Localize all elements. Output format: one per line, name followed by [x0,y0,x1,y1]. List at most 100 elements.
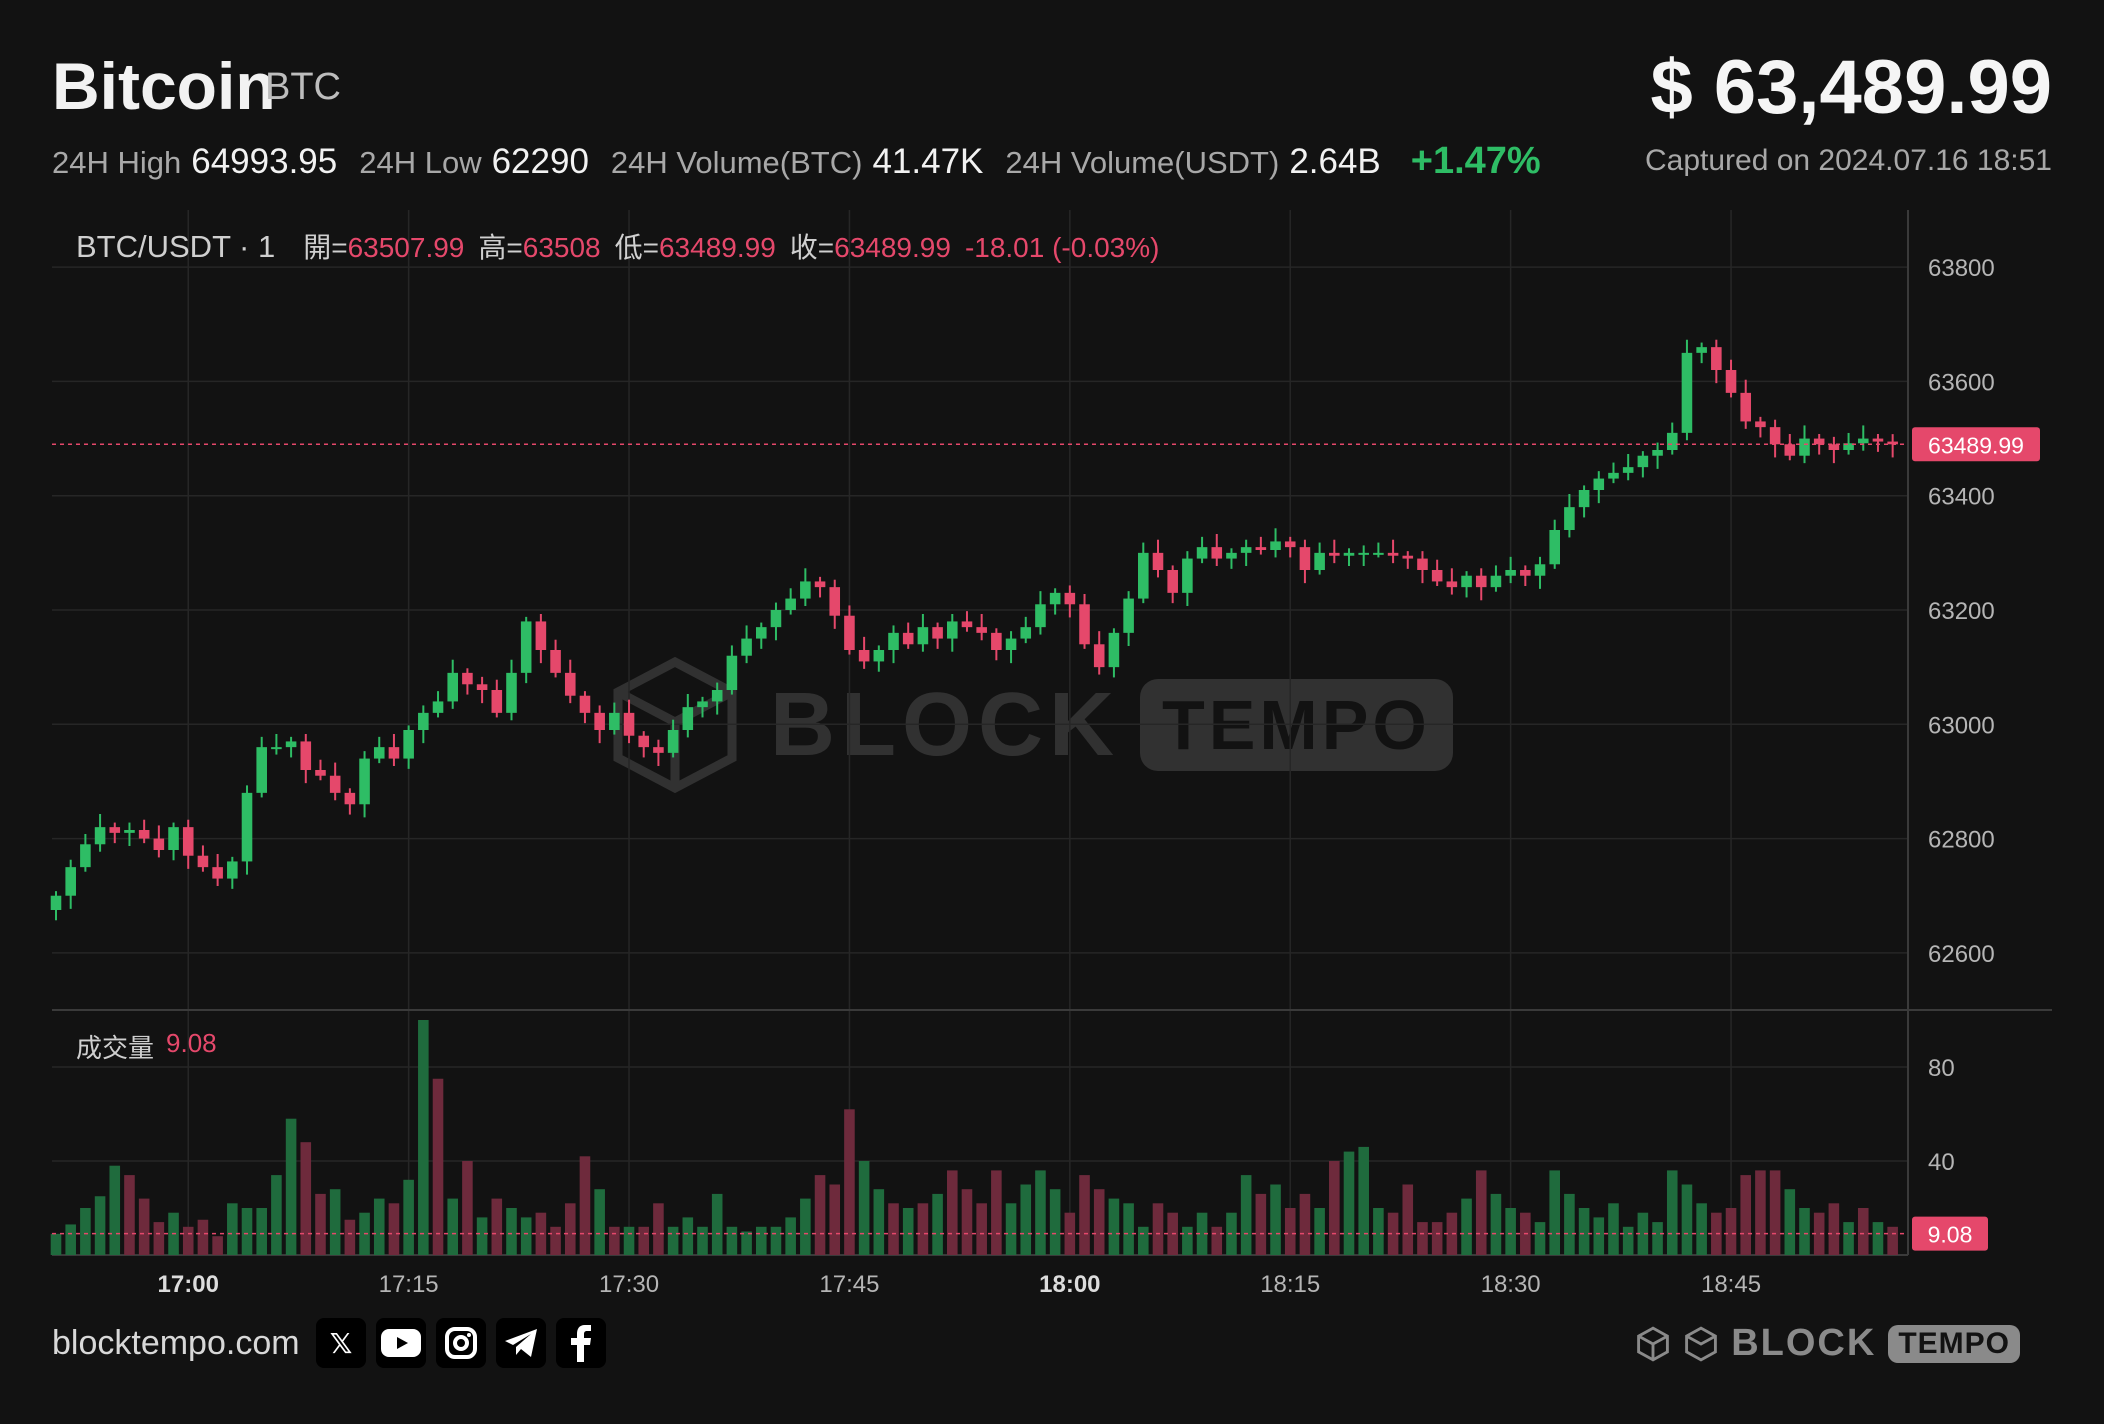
volume-bar [1093,1189,1105,1255]
ohlc-legend: BTC/USDT · 1 開= 63507.99 高= 63508 低= 634… [76,226,1173,266]
stat-high-label: 24H High [52,145,182,180]
brand-block: BLOCK [1731,1322,1877,1364]
volume-bar [388,1203,400,1255]
candle-body [1769,427,1781,445]
x-tick-label: 18:15 [1260,1271,1320,1298]
x-icon[interactable]: 𝕏 [316,1318,366,1368]
candle-body [858,650,870,662]
volume-bar [1284,1208,1296,1255]
volume-bar [1005,1203,1017,1255]
candle-body [1799,438,1810,456]
candle-body [1652,450,1663,456]
candle-body [1255,547,1267,550]
candle-body [1196,547,1208,559]
vol-tick-label: 40 [1928,1149,1955,1176]
high-value: 63508 [522,232,601,263]
candle-body [476,684,488,690]
candle-body [770,610,782,628]
candle-body [1240,547,1252,553]
volume-bar [829,1184,841,1255]
volume-bar [241,1208,253,1255]
volume-bar [1622,1226,1634,1255]
volume-bar [1343,1151,1355,1255]
volume-bar [1549,1170,1560,1255]
volume-bar [711,1193,723,1255]
candle-body [1035,604,1046,628]
volume-bar [579,1156,591,1255]
candle-body [1431,570,1443,582]
volume-bar [1417,1222,1428,1255]
candle-body [726,655,738,690]
candle-body [1549,530,1560,565]
candle-body [153,838,165,850]
candle-body [800,581,811,599]
volume-bar [1446,1212,1458,1255]
volume-bar [653,1203,664,1255]
volume-bar [1799,1208,1810,1255]
candle-body [418,712,429,730]
volume-bar [1475,1170,1487,1255]
x-tick-label: 17:45 [819,1271,879,1298]
volume-bar [520,1217,532,1255]
volume-bar [182,1226,194,1255]
candle-body [50,895,62,910]
facebook-icon[interactable] [556,1318,606,1368]
volume-bar [1387,1212,1399,1255]
candle-body [432,701,444,713]
volume-bar [1255,1193,1267,1255]
volume-bar [1784,1189,1796,1255]
candle-body [946,621,958,639]
volume-bar [491,1198,503,1255]
volume-bar [285,1118,297,1255]
candle-body [697,701,708,708]
candle-body [1857,438,1869,444]
candle-body [1622,467,1634,473]
candle-body [1725,370,1737,393]
x-tick-label: 18:30 [1481,1271,1541,1298]
youtube-icon[interactable] [376,1318,426,1368]
instagram-icon[interactable] [436,1318,486,1368]
last-price-label: 63489.99 [1928,432,2024,458]
candle-body [520,621,532,673]
volume-bar [1108,1198,1120,1255]
stat-vol-usdt-value: 2.64B [1289,142,1381,181]
volume-bar [623,1226,635,1255]
candle-body [1490,575,1502,588]
candle-body [1828,444,1840,450]
volume-bar [462,1161,473,1255]
volume-bar [344,1219,356,1255]
candle-body [1666,432,1678,450]
volume-bar [1431,1222,1443,1255]
volume-bar [1152,1203,1164,1255]
change-percent: +1.47% [1410,140,1541,182]
site-link[interactable]: blocktempo.com [52,1324,300,1362]
candle-body [256,747,267,793]
candle-body [1270,541,1281,550]
candle-body [1696,347,1707,353]
volume-bar [329,1189,341,1255]
y-tick-label: 63600 [1928,369,1995,396]
volume-bar [315,1193,326,1255]
candle-body [638,735,650,748]
volume-bar [1049,1189,1061,1255]
candle-body [94,827,106,845]
brand-logo: BLOCK TEMPO [1635,1322,2020,1365]
volume-bar [418,1020,429,1255]
candle-body [285,741,297,748]
candle-body [741,638,752,656]
candle-body [829,587,841,616]
volume-bar [1813,1212,1825,1255]
telegram-icon[interactable] [496,1318,546,1368]
volume-bar [1564,1193,1575,1255]
candle-body [1402,555,1414,559]
volume-bar [844,1109,855,1255]
candle-body [1564,507,1575,530]
candle-body [182,827,194,856]
volume-bar [1079,1175,1090,1255]
volume-bar [1857,1208,1869,1255]
volume-bar [917,1203,929,1255]
y-tick-label: 63800 [1928,255,1995,282]
y-tick-label: 63200 [1928,598,1995,625]
volume-bar [476,1217,488,1255]
